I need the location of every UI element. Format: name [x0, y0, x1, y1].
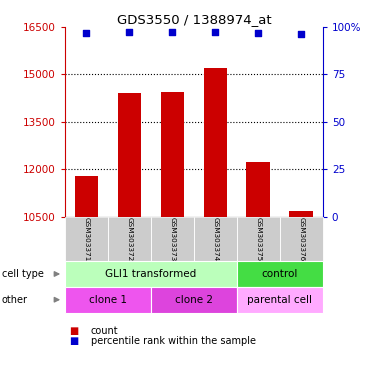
Text: percentile rank within the sample: percentile rank within the sample	[91, 336, 256, 346]
Text: other: other	[2, 295, 28, 305]
Point	[170, 28, 175, 35]
Text: parental cell: parental cell	[247, 295, 312, 305]
Text: count: count	[91, 326, 118, 336]
Bar	[246, 162, 270, 217]
Title: GDS3550 / 1388974_at: GDS3550 / 1388974_at	[116, 13, 271, 26]
Text: GSM303372: GSM303372	[127, 217, 132, 261]
Text: GSM303371: GSM303371	[83, 217, 89, 261]
Text: GSM303376: GSM303376	[298, 217, 304, 261]
Bar	[289, 211, 313, 217]
Bar	[118, 93, 141, 217]
Text: GSM303373: GSM303373	[169, 217, 175, 261]
Text: clone 2: clone 2	[175, 295, 213, 305]
Text: ■: ■	[69, 326, 78, 336]
Text: cell type: cell type	[2, 269, 44, 279]
Text: GSM303374: GSM303374	[212, 217, 219, 261]
Text: clone 1: clone 1	[89, 295, 127, 305]
Point	[127, 28, 132, 35]
Point	[298, 31, 304, 37]
Point	[255, 30, 261, 36]
Bar	[204, 68, 227, 217]
Text: GLI1 transformed: GLI1 transformed	[105, 269, 197, 279]
Point	[212, 28, 218, 35]
Point	[83, 30, 89, 36]
Text: GSM303375: GSM303375	[255, 217, 261, 261]
Bar	[75, 176, 98, 217]
Text: control: control	[262, 269, 298, 279]
Bar	[161, 92, 184, 217]
Text: ■: ■	[69, 336, 78, 346]
